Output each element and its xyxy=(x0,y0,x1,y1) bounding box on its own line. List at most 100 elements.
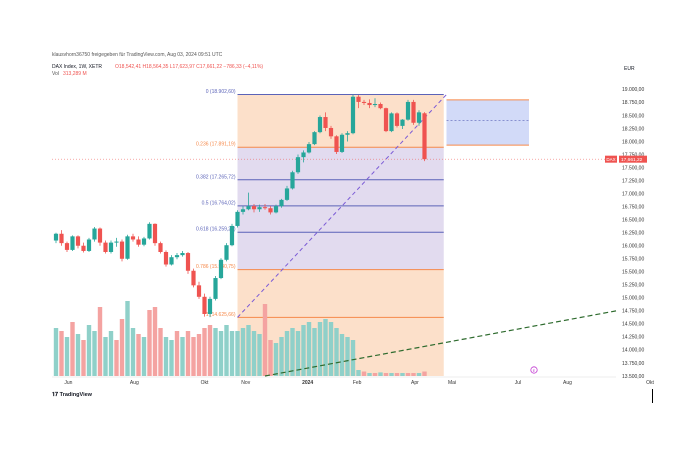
y-axis-tick: 16.000,00 xyxy=(622,244,644,250)
symbol-title: DAX Index, 1W, XETR xyxy=(52,64,103,70)
y-axis-tick: 18.000,00 xyxy=(622,139,644,145)
candle-body xyxy=(295,157,301,173)
volume-bar xyxy=(224,325,229,376)
x-axis-tick: Okt xyxy=(201,380,209,386)
volume-bar xyxy=(339,334,345,376)
volume-bar xyxy=(295,331,301,376)
y-axis-tick: 15.750,00 xyxy=(622,257,644,263)
y-axis-tick: 15.000,00 xyxy=(622,296,644,302)
candle-body xyxy=(411,101,416,123)
candle-body xyxy=(257,207,262,210)
candle-body xyxy=(268,208,273,213)
candle-body xyxy=(97,228,103,243)
candle-body xyxy=(416,112,422,123)
candle-body xyxy=(180,253,185,256)
candle-body xyxy=(312,132,317,145)
volume-bar xyxy=(306,322,312,376)
volume-bar xyxy=(279,337,284,376)
fib-zone xyxy=(237,147,444,180)
candle-body xyxy=(284,188,290,200)
candle-body xyxy=(356,96,361,102)
volume-bar xyxy=(191,337,196,376)
candle-body xyxy=(306,144,312,153)
volume-bar xyxy=(114,340,119,376)
volume-bar xyxy=(59,331,64,376)
volume-bar xyxy=(202,328,207,376)
candle-body xyxy=(174,255,180,258)
candle-body xyxy=(136,239,141,245)
x-axis-tick: Apr xyxy=(411,380,419,386)
candle-body xyxy=(350,96,356,134)
volume-bar xyxy=(334,328,339,376)
y-axis-tick: 14.000,00 xyxy=(622,348,644,354)
fib-level-label: 0.786 (15.540,75) xyxy=(196,264,236,270)
candle-body xyxy=(152,223,158,244)
candle-body xyxy=(323,117,328,128)
fib-level-label: 0 (18.902,60) xyxy=(206,89,236,95)
candle-body xyxy=(130,236,136,240)
volume-bar xyxy=(383,373,389,376)
volume-bar xyxy=(372,373,378,376)
channel-zone xyxy=(446,99,529,146)
price-tag-symbol-bg xyxy=(605,155,617,163)
y-axis-tick: 13.500,00 xyxy=(622,374,644,380)
candle-body xyxy=(202,296,207,314)
volume-bar xyxy=(345,337,350,376)
y-axis-tick: 15.500,00 xyxy=(622,270,644,276)
x-axis-tick: Jul xyxy=(515,380,521,386)
volume-bar xyxy=(284,331,290,376)
volume-bar xyxy=(361,371,367,376)
fib-trend-line xyxy=(237,94,447,318)
candle-body xyxy=(262,207,268,209)
candle-body xyxy=(339,134,345,152)
candle-body xyxy=(81,245,86,251)
event-marker-circle xyxy=(530,366,538,374)
candle-body xyxy=(86,239,92,251)
volume-bar xyxy=(97,307,103,376)
candle-body xyxy=(301,152,306,158)
volume-bar xyxy=(378,372,383,376)
y-axis-tick: 18.250,00 xyxy=(622,126,644,132)
y-axis-tick: 16.500,00 xyxy=(622,217,644,223)
x-axis-tick: Nov xyxy=(241,380,250,386)
candle-body xyxy=(125,236,130,259)
fib-zone xyxy=(237,269,444,318)
volume-bar xyxy=(411,373,416,376)
x-axis-tick: 2024 xyxy=(302,380,313,386)
volume-bar xyxy=(350,340,356,376)
candle-body xyxy=(75,236,81,246)
candle-body xyxy=(169,257,174,265)
candle-body xyxy=(290,172,295,189)
tradingview-logo-text: TradingView xyxy=(59,392,92,398)
volume-bar xyxy=(400,373,405,376)
volume-bar xyxy=(240,328,246,376)
volume-bar xyxy=(158,328,163,376)
candle-body xyxy=(317,117,323,133)
volume-bar xyxy=(317,322,323,376)
y-axis-tick: 15.250,00 xyxy=(622,283,644,289)
candle-body xyxy=(191,270,196,286)
candle-body xyxy=(114,241,119,243)
candle-body xyxy=(328,127,334,137)
volume-bar xyxy=(422,371,427,376)
x-axis-tick: Aug xyxy=(563,380,572,386)
volume-bar xyxy=(268,340,273,376)
candle-body xyxy=(400,119,405,126)
volume-bar xyxy=(394,373,400,376)
tradingview-logo-icon: 𝟏𝟕 xyxy=(52,392,59,398)
x-axis-tick: Mai xyxy=(448,380,456,386)
fib-level-label: 0.618 (16.259,21) xyxy=(196,227,236,233)
candle-body xyxy=(251,206,257,210)
volume-bar xyxy=(367,373,372,376)
volume-bar xyxy=(169,340,174,376)
volume-bar xyxy=(86,325,92,376)
candle-body xyxy=(361,101,367,103)
candle-body xyxy=(422,113,427,160)
candle-body xyxy=(218,259,224,279)
candle-body xyxy=(345,133,350,135)
candle-body xyxy=(394,113,400,126)
volume-bar xyxy=(108,331,114,376)
candle-body xyxy=(185,253,191,271)
